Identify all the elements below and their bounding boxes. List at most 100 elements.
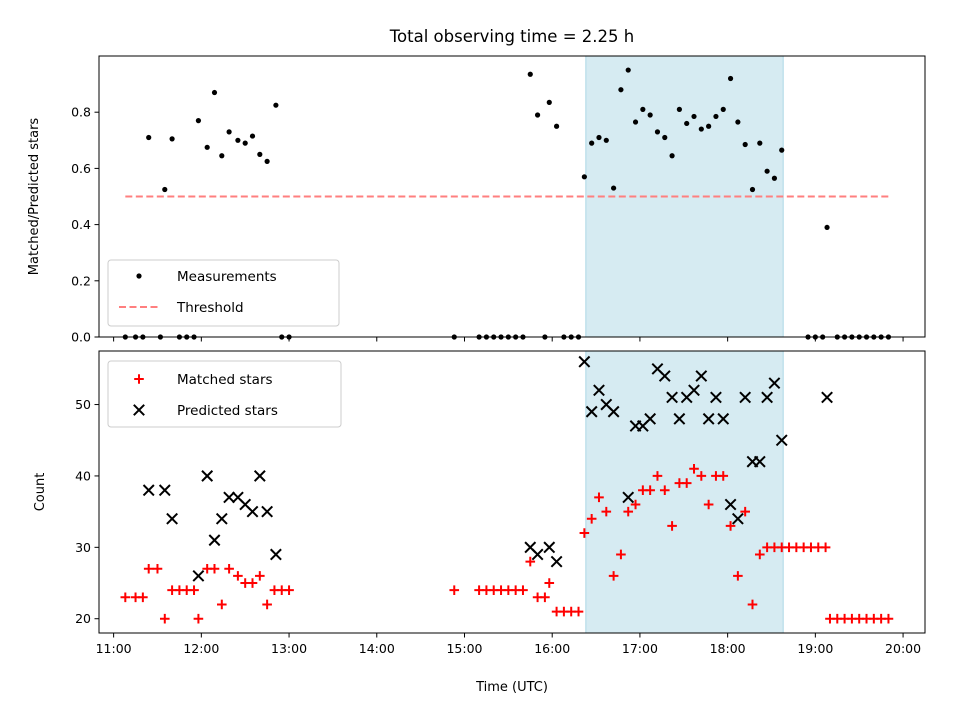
predicted-star-point	[593, 384, 605, 397]
matched-star-point	[159, 613, 170, 624]
matched-star-point	[820, 542, 831, 553]
matched-star-point	[755, 549, 765, 560]
predicted-star-point	[585, 405, 598, 418]
measurement-point	[169, 136, 175, 142]
predicted-star-point	[622, 491, 635, 504]
legend-threshold-label: Threshold	[176, 300, 244, 316]
matched-star-point	[573, 606, 584, 617]
x-tick-label: 20:00	[885, 641, 921, 656]
top-legend	[107, 259, 340, 327]
measurement-point	[727, 75, 734, 82]
measurement-point	[749, 186, 756, 193]
legend-matched-label: Matched stars	[177, 372, 273, 388]
predicted-star-point	[253, 470, 266, 482]
measurement-point	[640, 106, 646, 112]
matched-star-point	[284, 585, 294, 595]
matched-star-point	[718, 471, 729, 481]
matched-star-point	[586, 513, 597, 524]
measurement-point	[654, 129, 661, 135]
predicted-star-point	[246, 505, 259, 518]
predicted-star-point	[695, 370, 708, 382]
measurement-point	[235, 137, 241, 143]
measurement-point	[676, 106, 682, 112]
x-axis-label: Time (UTC)	[475, 680, 548, 695]
predicted-star-point	[673, 412, 686, 425]
matched-star-point	[262, 599, 272, 610]
legend-matched-marker	[134, 374, 144, 384]
x-tick-label: 15:00	[446, 641, 482, 656]
bottom-y-tick-label: 50	[75, 397, 91, 412]
predicted-star-point	[192, 569, 205, 582]
predicted-star-point	[208, 534, 221, 547]
matched-star-point	[696, 471, 707, 481]
measurement-point	[146, 134, 152, 141]
top-y-tick-label: 0.2	[71, 273, 91, 288]
bottom-axes-frame	[98, 350, 926, 634]
predicted-star-point	[768, 377, 781, 390]
predicted-star-point	[550, 555, 563, 568]
matched-star-point	[616, 549, 626, 560]
matched-star-point	[740, 506, 750, 517]
predicted-star-point	[821, 391, 833, 404]
matched-star-point	[544, 578, 555, 588]
measurement-point	[219, 153, 225, 159]
predicted-star-point	[724, 498, 737, 511]
matched-star-point	[747, 599, 758, 610]
predicted-star-point	[223, 491, 236, 504]
predicted-star-point	[261, 505, 274, 518]
matched-star-point	[601, 506, 612, 517]
matched-star-point	[143, 563, 154, 574]
measurement-point	[632, 119, 639, 125]
measurement-point	[264, 158, 270, 164]
top-y-tick-label: 0.0	[71, 330, 91, 345]
matched-star-point	[579, 528, 590, 538]
matched-star-point	[518, 585, 528, 595]
matched-star-point	[138, 592, 148, 603]
predicted-star-point	[702, 412, 715, 425]
measurement-point	[824, 224, 830, 231]
predicted-star-point	[578, 355, 591, 368]
chart-title: Total observing time = 2.25 h	[389, 27, 634, 46]
measurement-point	[257, 151, 263, 157]
measurement-point	[757, 140, 763, 146]
predicted-star-point	[658, 370, 671, 382]
measurement-point	[742, 141, 748, 148]
matched-star-point	[659, 485, 670, 496]
predicted-star-point	[543, 541, 556, 554]
bottom-y-tick-label: 40	[75, 468, 91, 483]
legend-measurements-label: Measurements	[177, 269, 277, 285]
predicted-star-point	[710, 391, 722, 404]
measurement-point	[720, 106, 726, 112]
matched-star-point	[630, 499, 641, 510]
top-y-tick-label: 0.6	[71, 161, 91, 176]
measurement-point	[625, 67, 631, 73]
matched-star-point	[209, 563, 220, 574]
measurement-point	[534, 112, 541, 118]
predicted-star-point	[166, 512, 179, 525]
predicted-star-point	[753, 455, 766, 468]
matched-star-point	[217, 599, 227, 610]
matched-star-point	[120, 592, 131, 603]
measurement-point	[779, 147, 785, 153]
matched-star-point	[652, 471, 663, 481]
legend-predicted-marker	[133, 404, 145, 416]
matched-star-point	[623, 506, 634, 517]
predicted-star-point	[607, 405, 620, 418]
measurement-point	[684, 120, 690, 127]
predicted-star-point	[731, 512, 744, 525]
measurement-point	[581, 174, 587, 180]
measurement-point	[771, 175, 778, 181]
measurement-point	[527, 71, 533, 77]
predicted-star-point	[775, 434, 788, 447]
legend-measurements-marker	[136, 273, 142, 279]
measurement-point	[764, 168, 770, 174]
matched-star-point	[703, 499, 714, 510]
matched-star-point	[233, 571, 243, 581]
measurement-point	[546, 99, 552, 105]
measurement-point	[603, 137, 609, 143]
top-y-axis-label: Matched/Predicted stars	[27, 118, 42, 276]
matched-star-point	[255, 571, 265, 581]
predicted-star-point	[269, 548, 282, 561]
matched-star-point	[152, 563, 163, 574]
measurement-point	[204, 144, 210, 150]
